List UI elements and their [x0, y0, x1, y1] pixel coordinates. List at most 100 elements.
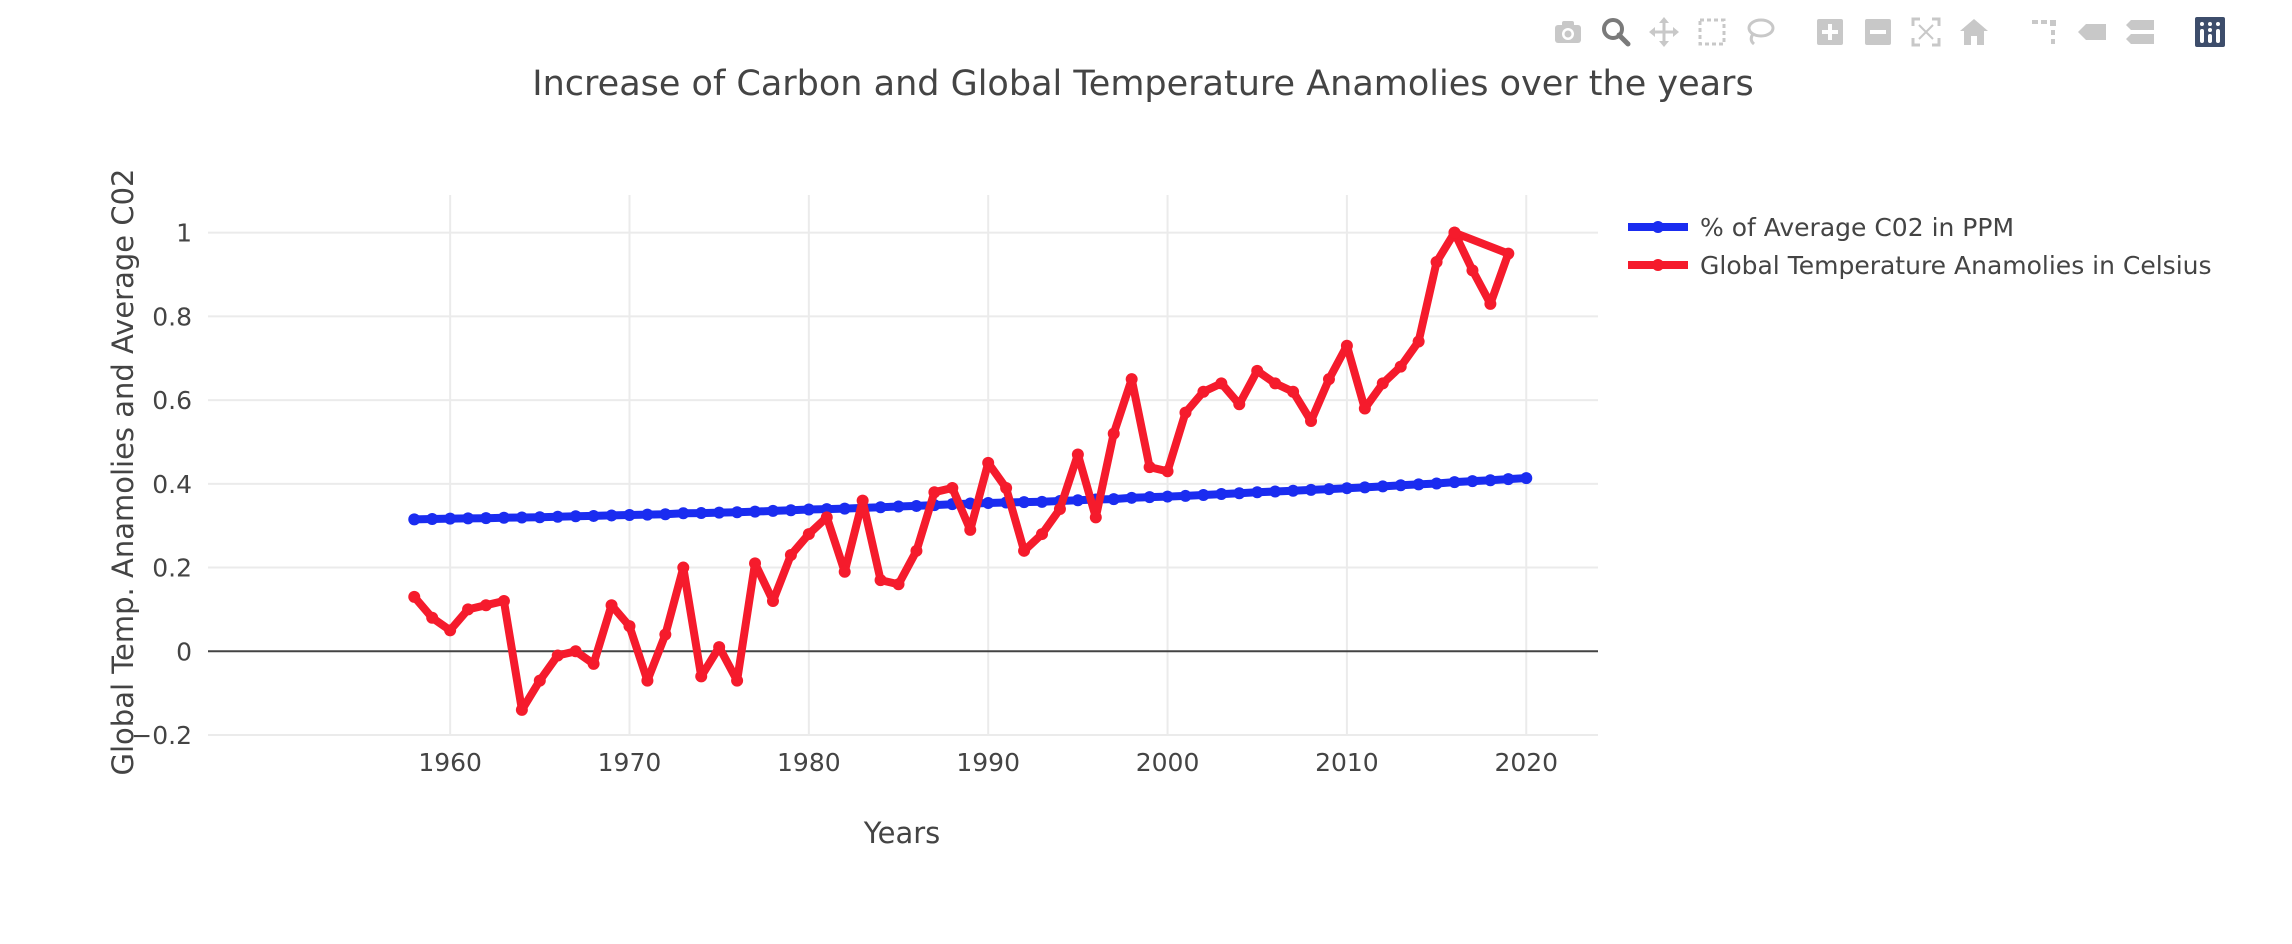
data-point[interactable]: [1376, 480, 1389, 493]
data-point[interactable]: [1340, 339, 1353, 352]
data-point[interactable]: [874, 501, 887, 514]
camera-button[interactable]: [1548, 12, 1588, 52]
data-point[interactable]: [766, 595, 779, 608]
data-point[interactable]: [1071, 448, 1084, 461]
data-point[interactable]: [1358, 402, 1371, 415]
data-point[interactable]: [982, 456, 995, 469]
data-point[interactable]: [802, 503, 815, 516]
data-point[interactable]: [1161, 465, 1174, 478]
data-point[interactable]: [677, 561, 690, 574]
data-point[interactable]: [569, 645, 582, 658]
data-point[interactable]: [1340, 482, 1353, 495]
hover-compare-button[interactable]: [2120, 12, 2160, 52]
data-point[interactable]: [1287, 385, 1300, 398]
data-point[interactable]: [713, 506, 726, 519]
data-point[interactable]: [462, 603, 475, 616]
data-point[interactable]: [677, 507, 690, 520]
data-point[interactable]: [1466, 264, 1479, 277]
data-point[interactable]: [1233, 398, 1246, 411]
data-point[interactable]: [1412, 335, 1425, 348]
data-point[interactable]: [1287, 484, 1300, 497]
data-point[interactable]: [659, 508, 672, 521]
data-point[interactable]: [1394, 360, 1407, 373]
data-point[interactable]: [1107, 427, 1120, 440]
data-point[interactable]: [784, 549, 797, 561]
data-point[interactable]: [910, 544, 923, 557]
data-point[interactable]: [1484, 474, 1497, 487]
data-point[interactable]: [551, 510, 564, 523]
data-point[interactable]: [1322, 483, 1335, 496]
data-point[interactable]: [1053, 502, 1066, 515]
data-point[interactable]: [910, 499, 923, 512]
data-point[interactable]: [1502, 247, 1515, 260]
data-point[interactable]: [1036, 495, 1048, 508]
data-point[interactable]: [1036, 528, 1048, 541]
data-point[interactable]: [408, 513, 421, 526]
data-point[interactable]: [1394, 479, 1407, 492]
hover-closest-button[interactable]: [2072, 12, 2112, 52]
data-point[interactable]: [1125, 373, 1138, 386]
data-point[interactable]: [731, 674, 744, 687]
data-point[interactable]: [1376, 377, 1389, 390]
data-point[interactable]: [1448, 476, 1461, 489]
data-point[interactable]: [480, 599, 492, 612]
data-point[interactable]: [802, 528, 815, 541]
data-point[interactable]: [533, 511, 546, 524]
pan-button[interactable]: [1644, 12, 1684, 52]
data-point[interactable]: [982, 497, 995, 510]
data-point[interactable]: [426, 611, 439, 624]
data-point[interactable]: [587, 509, 600, 522]
data-point[interactable]: [1089, 511, 1102, 524]
data-point[interactable]: [533, 674, 546, 687]
data-point[interactable]: [928, 486, 941, 499]
data-point[interactable]: [605, 599, 618, 612]
data-point[interactable]: [946, 482, 959, 495]
data-point[interactable]: [1430, 255, 1443, 268]
data-point[interactable]: [497, 511, 510, 524]
data-point[interactable]: [1125, 491, 1138, 504]
data-point[interactable]: [838, 565, 851, 578]
zoom-in-button[interactable]: [1810, 12, 1850, 52]
series-temperature[interactable]: [408, 226, 1515, 716]
data-point[interactable]: [695, 670, 708, 683]
data-point[interactable]: [820, 511, 833, 524]
series-line[interactable]: [411, 228, 1513, 714]
data-point[interactable]: [515, 703, 528, 716]
data-point[interactable]: [1179, 406, 1192, 419]
data-point[interactable]: [1251, 486, 1264, 499]
data-point[interactable]: [1018, 544, 1031, 557]
data-point[interactable]: [1197, 385, 1210, 398]
spike-lines-button[interactable]: [2024, 12, 2064, 52]
data-point[interactable]: [874, 574, 887, 587]
data-point[interactable]: [659, 628, 672, 641]
data-point[interactable]: [515, 511, 528, 524]
data-point[interactable]: [1448, 226, 1461, 239]
data-point[interactable]: [1251, 364, 1264, 377]
data-point[interactable]: [892, 578, 905, 591]
data-point[interactable]: [444, 624, 457, 637]
data-point[interactable]: [1358, 481, 1371, 494]
zoom-button[interactable]: [1596, 12, 1636, 52]
data-point[interactable]: [444, 512, 457, 525]
data-point[interactable]: [480, 512, 492, 525]
data-point[interactable]: [623, 508, 636, 521]
data-point[interactable]: [587, 657, 600, 670]
zoom-out-button[interactable]: [1858, 12, 1898, 52]
data-point[interactable]: [1502, 473, 1515, 486]
data-point[interactable]: [1215, 377, 1228, 390]
data-point[interactable]: [1018, 496, 1031, 509]
data-point[interactable]: [784, 504, 797, 517]
data-point[interactable]: [426, 513, 439, 525]
data-point[interactable]: [1071, 494, 1084, 507]
data-point[interactable]: [1269, 485, 1282, 498]
data-point[interactable]: [856, 494, 869, 507]
data-point[interactable]: [1412, 478, 1425, 491]
legend-item[interactable]: % of Average C02 in PPM: [1628, 213, 2014, 242]
data-point[interactable]: [1430, 477, 1443, 490]
plotly-logo-button[interactable]: [2190, 12, 2230, 52]
data-point[interactable]: [1197, 488, 1210, 501]
data-point[interactable]: [1305, 415, 1318, 428]
data-point[interactable]: [1179, 489, 1192, 502]
legend-item[interactable]: Global Temperature Anamolies in Celsius: [1628, 251, 2212, 280]
data-point[interactable]: [605, 509, 618, 522]
